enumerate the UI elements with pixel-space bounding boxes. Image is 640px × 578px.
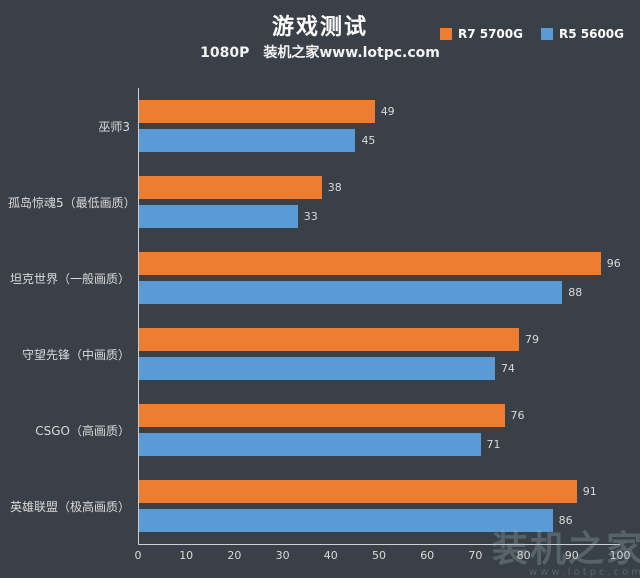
bar-line: 88 — [139, 281, 620, 304]
bar-group: 79 74 — [139, 328, 620, 380]
bar-line: 38 — [139, 176, 620, 199]
bar-line: 49 — [139, 100, 620, 123]
legend: R7 5700G R5 5600G — [439, 27, 624, 41]
legend-swatch — [540, 28, 553, 40]
bar-group: 96 88 — [139, 252, 621, 304]
value-label: 49 — [380, 105, 395, 118]
x-tick: 90 — [564, 549, 579, 562]
legend-label: R5 5600G — [558, 27, 624, 41]
value-label: 74 — [500, 362, 515, 375]
value-label: 45 — [361, 134, 376, 147]
value-label: 91 — [582, 485, 597, 498]
value-label: 33 — [303, 210, 318, 223]
x-axis-ticks: 0 10 20 30 40 50 60 70 80 90 100 — [134, 549, 631, 565]
value-label: 88 — [568, 286, 583, 299]
value-label: 38 — [327, 181, 342, 194]
value-label: 76 — [510, 409, 525, 422]
chart-body: 巫师3 孤岛惊魂5（最低画质） 坦克世界（一般画质） 守望先锋（中画质） CSGO（高画… — [8, 88, 621, 545]
chart-title: 游戏测试 — [271, 15, 368, 40]
legend-swatch — [439, 28, 452, 40]
x-tick: 60 — [420, 549, 435, 562]
x-tick: 30 — [275, 549, 290, 562]
subtitle-resolution: 1080P — [200, 45, 250, 61]
legend-item: R5 5600G — [540, 27, 624, 41]
bar-group: 38 33 — [139, 176, 620, 228]
bar-line: 91 — [139, 480, 620, 503]
legend-label: R7 5700G — [457, 27, 523, 41]
bar-r5-5600g — [139, 509, 553, 532]
x-tick: 70 — [468, 549, 483, 562]
value-label: 71 — [486, 438, 501, 451]
bar-r5-5600g — [139, 205, 298, 228]
category-label: 孤岛惊魂5（最低画质） — [8, 195, 136, 210]
category-label: CSGO（高画质） — [35, 424, 130, 439]
bar-r5-5600g — [139, 433, 481, 456]
chart-subtitle: 1080P 装机之家www.lotpc.com — [0, 42, 640, 62]
bar-r7-5700g — [139, 404, 505, 427]
bar-r7-5700g — [139, 328, 519, 351]
category-label: 巫师3 — [98, 119, 130, 134]
x-tick: 10 — [179, 549, 194, 562]
bar-line: 86 — [139, 509, 620, 532]
bar-r5-5600g — [139, 357, 495, 380]
value-label: 86 — [558, 514, 573, 527]
bar-r7-5700g — [139, 100, 375, 123]
bar-line: 96 — [139, 252, 621, 275]
plot-area: 49 45 38 33 96 88 79 74 76 71 91 86 — [138, 88, 621, 545]
value-label: 79 — [524, 333, 539, 346]
category-label: 英雄联盟（极高画质） — [9, 500, 130, 515]
bar-line: 79 — [139, 328, 620, 351]
bar-line: 45 — [139, 129, 620, 152]
x-tick: 40 — [323, 549, 338, 562]
category-label: 守望先锋（中画质） — [21, 348, 130, 363]
bar-r7-5700g — [139, 252, 601, 275]
bar-r7-5700g — [139, 480, 577, 503]
x-tick: 50 — [372, 549, 386, 562]
bar-r7-5700g — [139, 176, 322, 199]
bar-group: 76 71 — [139, 404, 620, 456]
category-label: 坦克世界（一般画质） — [9, 271, 130, 286]
x-tick: 80 — [516, 549, 531, 562]
bar-r5-5600g — [139, 129, 356, 152]
bar-r5-5600g — [139, 281, 563, 304]
bar-line: 71 — [139, 433, 620, 456]
x-tick: 20 — [227, 549, 242, 562]
category-labels: 巫师3 孤岛惊魂5（最低画质） 坦克世界（一般画质） 守望先锋（中画质） CSGO（高画… — [8, 88, 138, 545]
bar-line: 74 — [139, 357, 620, 380]
x-tick: 100 — [609, 549, 631, 562]
value-label: 96 — [606, 257, 621, 270]
subtitle-source: 装机之家www.lotpc.com — [263, 45, 440, 61]
bar-group: 49 45 — [139, 100, 620, 152]
bar-line: 33 — [139, 205, 620, 228]
bar-line: 76 — [139, 404, 620, 427]
bar-group: 91 86 — [139, 480, 620, 532]
watermark-url: www.lotpc.com — [529, 567, 640, 578]
legend-item: R7 5700G — [439, 27, 523, 41]
x-tick: 0 — [134, 549, 142, 562]
